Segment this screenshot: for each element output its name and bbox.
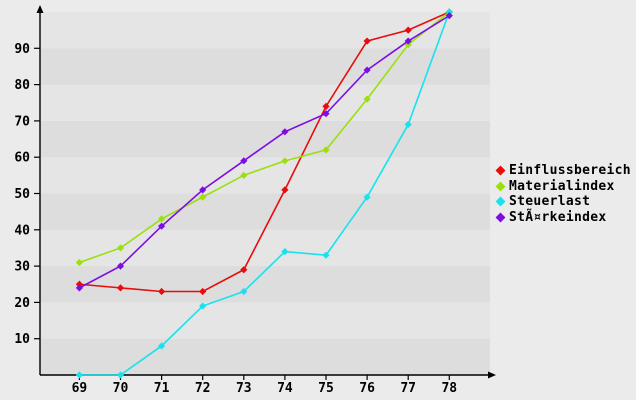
y-tick-label: 60 xyxy=(14,151,30,166)
data-point-marker xyxy=(240,171,248,179)
data-point-marker xyxy=(322,251,330,259)
legend-label: Steuerlast xyxy=(509,194,591,210)
data-point-marker xyxy=(158,342,166,350)
legend-item: StÃ¤rkeindex xyxy=(495,209,631,226)
plot-band xyxy=(40,302,490,339)
legend-item: Materialindex xyxy=(495,178,631,195)
data-point-marker xyxy=(116,284,125,292)
x-tick-label: 69 xyxy=(72,381,88,396)
data-point-marker xyxy=(445,12,453,20)
data-point-marker xyxy=(445,8,453,16)
x-tick-label: 75 xyxy=(318,381,334,396)
x-tick-label: 76 xyxy=(359,381,375,396)
y-axis-arrow-icon xyxy=(36,5,44,13)
legend-diamond-icon xyxy=(495,212,506,223)
data-point-marker xyxy=(199,287,207,296)
plot-band xyxy=(40,48,490,85)
y-tick-label: 70 xyxy=(14,114,30,129)
data-point-marker xyxy=(322,146,330,154)
plot-band xyxy=(40,12,490,49)
series-line-steuerlast xyxy=(79,11,451,376)
series-line-st-rkeindex xyxy=(79,14,450,289)
data-point-marker xyxy=(199,302,207,310)
legend-item: Einflussbereich xyxy=(495,163,631,179)
data-point-marker xyxy=(116,262,125,270)
legend-diamond-icon xyxy=(495,181,506,192)
legend-diamond-icon xyxy=(495,196,506,207)
data-point-marker xyxy=(363,95,371,103)
legend-item: Steuerlast xyxy=(495,194,631,210)
plot-band xyxy=(40,84,490,121)
data-point-marker xyxy=(281,128,289,136)
data-point-marker xyxy=(116,371,125,379)
data-point-marker xyxy=(75,258,83,267)
data-point-marker xyxy=(158,222,166,230)
data-point-marker xyxy=(75,284,83,292)
y-tick-label: 90 xyxy=(14,42,30,57)
plot-band xyxy=(40,266,490,303)
x-tick-label: 73 xyxy=(236,381,252,396)
x-tick-label: 78 xyxy=(441,381,457,396)
y-tick-label: 80 xyxy=(14,78,30,93)
x-tick-label: 72 xyxy=(195,381,211,396)
data-point-marker xyxy=(240,157,248,165)
legend: Einflussbereich Materialindex Steuerlast… xyxy=(495,163,631,226)
plot-band xyxy=(40,120,490,158)
series-line-materialindex xyxy=(79,11,450,264)
data-point-marker xyxy=(404,26,412,34)
data-point-marker xyxy=(404,41,412,49)
y-tick-label: 30 xyxy=(14,260,30,275)
legend-label: Materialindex xyxy=(509,178,615,194)
y-tick-label: 40 xyxy=(14,223,30,238)
data-point-marker xyxy=(404,120,412,129)
x-axis-arrow-icon xyxy=(488,371,496,379)
data-point-marker xyxy=(75,371,83,379)
y-tick-label: 10 xyxy=(14,332,30,347)
data-point-marker xyxy=(404,37,412,45)
data-point-marker xyxy=(281,186,289,194)
data-point-marker xyxy=(363,66,371,74)
series-line-einflussbereich xyxy=(79,11,450,293)
data-point-marker xyxy=(116,244,125,252)
data-point-marker xyxy=(281,157,289,165)
legend-diamond-icon xyxy=(495,165,506,176)
y-tick-label: 50 xyxy=(14,187,30,202)
data-point-marker xyxy=(363,193,371,201)
plot-band xyxy=(40,193,490,230)
data-point-marker xyxy=(199,193,207,201)
data-point-marker xyxy=(322,102,330,110)
data-point-marker xyxy=(363,37,371,45)
plot-band xyxy=(40,229,490,267)
x-tick-label: 77 xyxy=(400,381,416,396)
x-tick-label: 74 xyxy=(277,381,293,396)
x-tick-label: 71 xyxy=(154,381,170,396)
data-point-marker xyxy=(199,186,207,194)
data-point-marker xyxy=(240,287,248,296)
legend-label: Einflussbereich xyxy=(509,163,631,179)
data-point-marker xyxy=(322,110,330,118)
x-tick-label: 70 xyxy=(113,381,129,396)
data-point-marker xyxy=(240,266,248,274)
data-point-marker xyxy=(281,247,289,256)
plot-band xyxy=(40,157,490,194)
plot-band xyxy=(40,338,490,375)
y-tick-label: 20 xyxy=(14,296,30,311)
data-point-marker xyxy=(158,287,166,296)
data-point-marker xyxy=(158,215,166,223)
legend-label: StÃ¤rkeindex xyxy=(509,209,607,225)
